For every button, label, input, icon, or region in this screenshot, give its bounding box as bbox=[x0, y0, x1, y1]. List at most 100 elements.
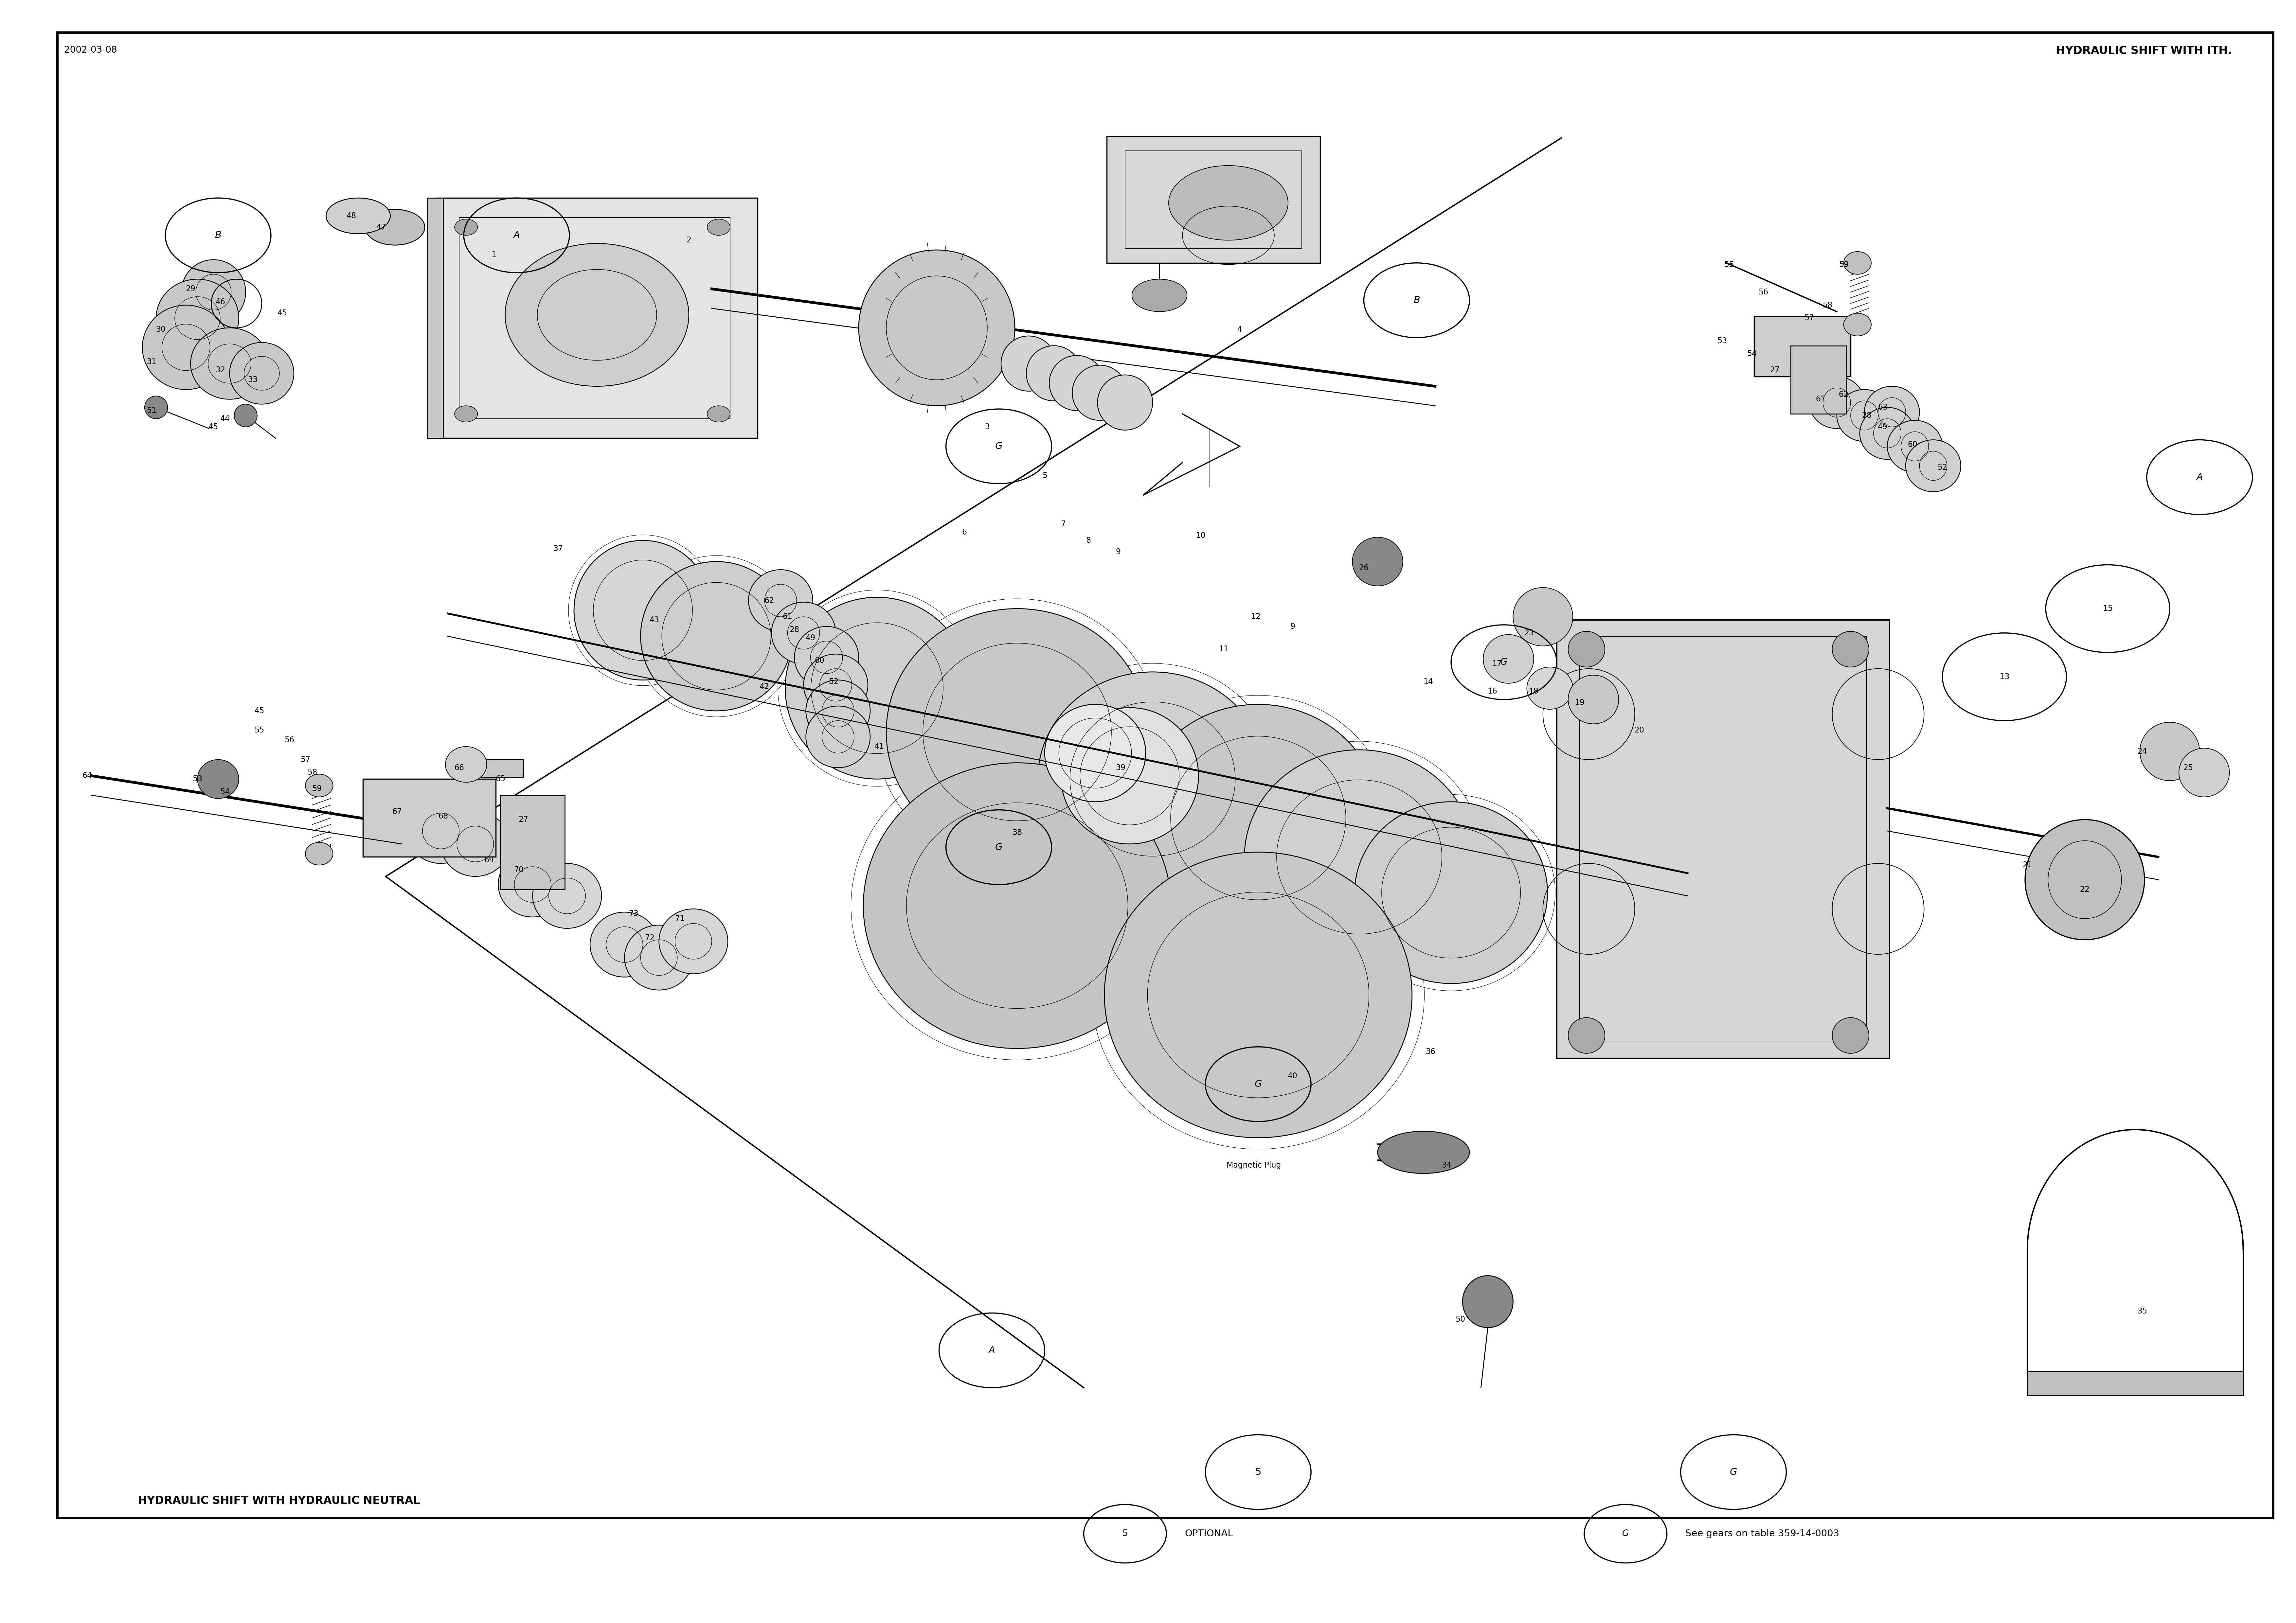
Text: 72: 72 bbox=[645, 935, 654, 941]
Bar bbox=[501, 795, 565, 889]
Ellipse shape bbox=[1026, 346, 1081, 401]
Bar bbox=[1125, 151, 1302, 248]
Ellipse shape bbox=[1837, 390, 1892, 441]
Text: 55: 55 bbox=[1724, 261, 1733, 268]
Text: 9: 9 bbox=[1116, 549, 1120, 555]
Text: 18: 18 bbox=[1529, 688, 1538, 695]
Text: 16: 16 bbox=[1488, 688, 1497, 695]
Ellipse shape bbox=[455, 219, 478, 235]
Text: 43: 43 bbox=[650, 617, 659, 623]
Text: A: A bbox=[2197, 472, 2202, 482]
Ellipse shape bbox=[1864, 386, 1919, 438]
Text: 66: 66 bbox=[455, 764, 464, 771]
Bar bbox=[1107, 136, 1320, 263]
Ellipse shape bbox=[1568, 675, 1619, 724]
Text: G: G bbox=[1499, 657, 1508, 667]
Text: 20: 20 bbox=[1635, 727, 1644, 734]
Text: 27: 27 bbox=[519, 816, 528, 823]
Text: 3: 3 bbox=[985, 424, 990, 430]
Bar bbox=[2027, 1371, 2243, 1396]
Text: 62: 62 bbox=[1839, 391, 1848, 398]
Ellipse shape bbox=[1061, 708, 1199, 844]
Text: 22: 22 bbox=[2080, 886, 2089, 893]
Text: 35: 35 bbox=[2138, 1308, 2147, 1315]
Ellipse shape bbox=[785, 597, 969, 779]
Ellipse shape bbox=[1568, 1018, 1605, 1053]
Ellipse shape bbox=[445, 747, 487, 782]
Text: 46: 46 bbox=[216, 299, 225, 305]
Ellipse shape bbox=[625, 925, 693, 990]
Ellipse shape bbox=[305, 842, 333, 865]
Ellipse shape bbox=[804, 654, 868, 716]
Ellipse shape bbox=[1809, 377, 1864, 428]
Ellipse shape bbox=[1463, 1276, 1513, 1328]
Ellipse shape bbox=[1137, 704, 1380, 932]
Ellipse shape bbox=[1568, 631, 1605, 667]
Ellipse shape bbox=[2025, 820, 2144, 940]
Text: 13: 13 bbox=[2000, 674, 2009, 680]
Text: 44: 44 bbox=[220, 415, 230, 422]
Ellipse shape bbox=[1513, 588, 1573, 646]
Text: 34: 34 bbox=[1442, 1162, 1451, 1169]
Bar bbox=[1791, 346, 1846, 414]
Text: G: G bbox=[994, 842, 1003, 852]
Text: 52: 52 bbox=[1938, 464, 1947, 471]
Ellipse shape bbox=[305, 774, 333, 797]
Ellipse shape bbox=[1038, 672, 1267, 886]
Text: 2002-03-08: 2002-03-08 bbox=[64, 45, 117, 55]
Text: 26: 26 bbox=[1359, 565, 1368, 571]
Ellipse shape bbox=[145, 396, 168, 419]
Bar bbox=[1557, 620, 1890, 1058]
Bar bbox=[1754, 316, 1851, 377]
Text: G: G bbox=[1623, 1529, 1628, 1539]
Text: 41: 41 bbox=[875, 743, 884, 750]
Text: 30: 30 bbox=[156, 326, 165, 333]
Ellipse shape bbox=[748, 570, 813, 631]
Ellipse shape bbox=[1045, 704, 1146, 802]
Text: 1: 1 bbox=[491, 252, 496, 258]
Text: 56: 56 bbox=[1759, 289, 1768, 295]
Text: HYDRAULIC SHIFT WITH ITH.: HYDRAULIC SHIFT WITH ITH. bbox=[2055, 45, 2232, 57]
Ellipse shape bbox=[181, 260, 246, 325]
Text: 58: 58 bbox=[308, 769, 317, 776]
Ellipse shape bbox=[659, 909, 728, 974]
Ellipse shape bbox=[2140, 722, 2200, 781]
Text: 73: 73 bbox=[629, 911, 638, 917]
Text: 39: 39 bbox=[1116, 764, 1125, 771]
Text: 42: 42 bbox=[760, 683, 769, 690]
Text: 25: 25 bbox=[2183, 764, 2193, 771]
Text: HYDRAULIC SHIFT WITH HYDRAULIC NEUTRAL: HYDRAULIC SHIFT WITH HYDRAULIC NEUTRAL bbox=[138, 1495, 420, 1506]
Text: 61: 61 bbox=[1816, 396, 1825, 403]
Text: 7: 7 bbox=[1061, 521, 1065, 527]
Text: 49: 49 bbox=[806, 635, 815, 641]
Text: 59: 59 bbox=[1839, 261, 1848, 268]
Text: 67: 67 bbox=[393, 808, 402, 815]
Text: 19: 19 bbox=[1575, 700, 1584, 706]
Text: 54: 54 bbox=[220, 789, 230, 795]
Text: 4: 4 bbox=[1238, 326, 1242, 333]
Text: G: G bbox=[994, 441, 1003, 451]
Ellipse shape bbox=[590, 912, 659, 977]
Ellipse shape bbox=[574, 540, 712, 680]
Ellipse shape bbox=[1483, 635, 1534, 683]
Ellipse shape bbox=[1887, 420, 1942, 472]
Text: 63: 63 bbox=[1878, 404, 1887, 411]
Ellipse shape bbox=[1832, 631, 1869, 667]
Text: B: B bbox=[1414, 295, 1419, 305]
Text: 8: 8 bbox=[1086, 537, 1091, 544]
Ellipse shape bbox=[806, 680, 870, 742]
Text: 60: 60 bbox=[815, 657, 824, 664]
Text: 17: 17 bbox=[1492, 661, 1502, 667]
Text: 36: 36 bbox=[1426, 1048, 1435, 1055]
Text: OPTIONAL: OPTIONAL bbox=[1185, 1529, 1233, 1539]
Ellipse shape bbox=[156, 279, 239, 357]
Text: 47: 47 bbox=[377, 224, 386, 230]
Text: 68: 68 bbox=[439, 813, 448, 820]
Ellipse shape bbox=[1169, 166, 1288, 240]
Text: 10: 10 bbox=[1196, 532, 1205, 539]
Text: 12: 12 bbox=[1251, 613, 1261, 620]
Text: 21: 21 bbox=[2023, 862, 2032, 868]
Text: 31: 31 bbox=[147, 359, 156, 365]
Ellipse shape bbox=[1844, 313, 1871, 336]
Ellipse shape bbox=[1527, 667, 1573, 709]
